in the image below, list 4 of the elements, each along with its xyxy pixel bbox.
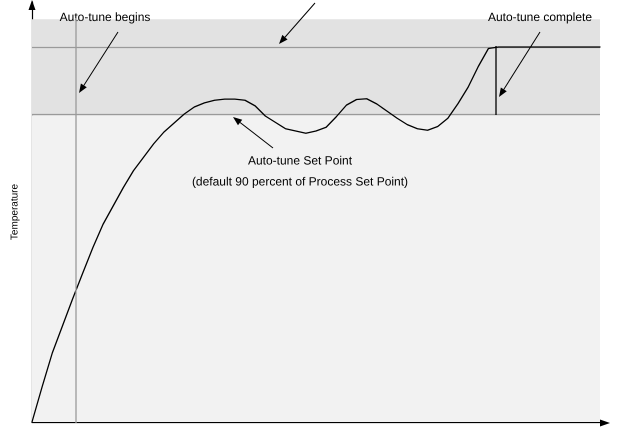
annotation: Auto-tune complete bbox=[488, 10, 592, 24]
annotation: Auto-tune begins bbox=[60, 10, 150, 24]
annotation: Auto-tune Set Point (default 90 percent of Process Set Point) bbox=[192, 154, 408, 188]
y-axis-title: Temperature bbox=[10, 183, 20, 240]
